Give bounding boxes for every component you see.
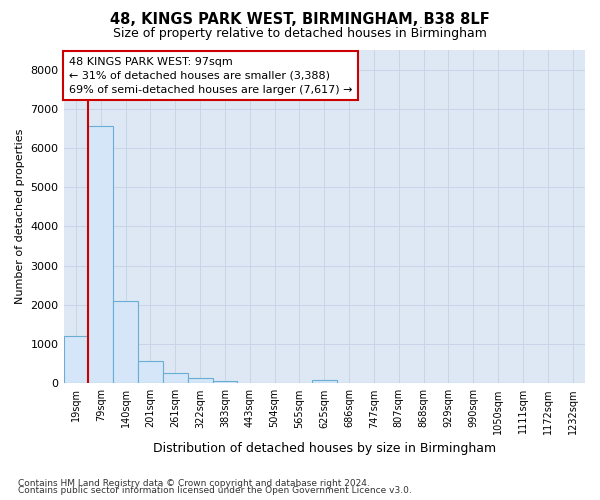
X-axis label: Distribution of detached houses by size in Birmingham: Distribution of detached houses by size … bbox=[153, 442, 496, 455]
Bar bbox=[88, 126, 113, 384]
Y-axis label: Number of detached properties: Number of detached properties bbox=[15, 129, 25, 304]
Text: 48, KINGS PARK WEST, BIRMINGHAM, B38 8LF: 48, KINGS PARK WEST, BIRMINGHAM, B38 8LF bbox=[110, 12, 490, 28]
Bar bbox=[64, 336, 88, 384]
Bar bbox=[312, 380, 337, 384]
Text: Contains HM Land Registry data © Crown copyright and database right 2024.: Contains HM Land Registry data © Crown c… bbox=[18, 478, 370, 488]
Text: Contains public sector information licensed under the Open Government Licence v3: Contains public sector information licen… bbox=[18, 486, 412, 495]
Bar bbox=[138, 360, 163, 384]
Text: 48 KINGS PARK WEST: 97sqm
← 31% of detached houses are smaller (3,388)
69% of se: 48 KINGS PARK WEST: 97sqm ← 31% of detac… bbox=[69, 56, 352, 94]
Bar bbox=[188, 378, 212, 384]
Text: Size of property relative to detached houses in Birmingham: Size of property relative to detached ho… bbox=[113, 28, 487, 40]
Bar bbox=[163, 372, 188, 384]
Bar bbox=[212, 381, 238, 384]
Bar bbox=[113, 301, 138, 384]
